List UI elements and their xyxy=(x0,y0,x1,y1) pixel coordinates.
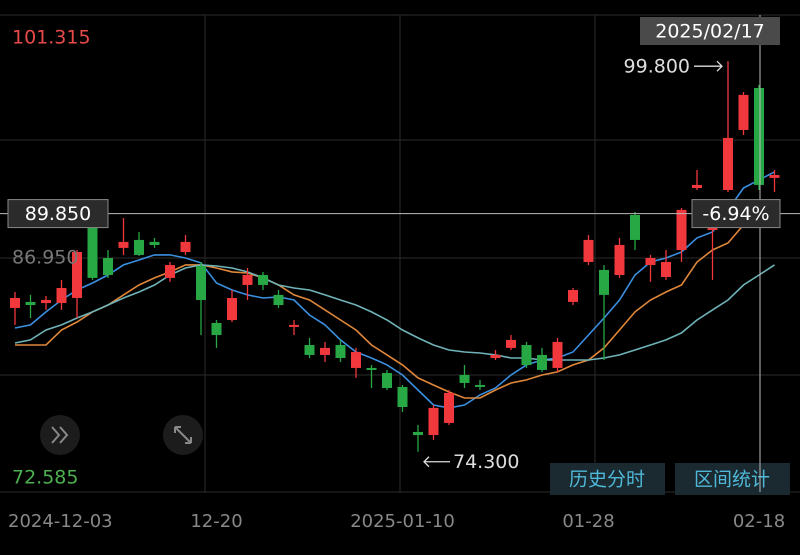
y-tick-label: 72.585 xyxy=(12,467,78,489)
candle-body xyxy=(413,431,423,436)
history-button[interactable]: 历史分时 xyxy=(550,463,665,495)
button-bg[interactable] xyxy=(675,463,790,495)
low-arrow-head xyxy=(423,456,430,468)
ma-line xyxy=(15,199,776,399)
candle-body xyxy=(258,274,268,285)
high-label: 99.800 xyxy=(624,56,690,78)
expand-button[interactable] xyxy=(163,415,203,455)
candle-body xyxy=(25,301,36,306)
candle-body xyxy=(289,324,299,327)
x-tick-label: 01-28 xyxy=(562,511,614,532)
candle-body xyxy=(521,344,532,366)
candle-body xyxy=(242,274,253,285)
candle-body xyxy=(10,297,20,308)
x-tick-label: 2024-12-03 xyxy=(8,511,113,532)
candle-body xyxy=(723,137,733,191)
price-box xyxy=(7,199,109,229)
y-tick-label: 86.950 xyxy=(12,247,78,269)
candle-body xyxy=(304,344,315,355)
candle-body xyxy=(273,294,284,306)
candle-body xyxy=(382,373,392,389)
candle-body xyxy=(149,241,160,245)
button-label[interactable]: 区间统计 xyxy=(694,469,770,491)
candle-body xyxy=(661,261,671,277)
candle-body xyxy=(614,244,625,275)
button-bg[interactable] xyxy=(550,463,665,495)
icon xyxy=(51,426,69,444)
plot: 101.315 86.950 72.585 xyxy=(10,27,780,489)
candle-body xyxy=(645,258,656,266)
icon xyxy=(174,426,192,444)
candle-body xyxy=(56,288,67,304)
candle-body xyxy=(552,341,563,368)
collapse-button[interactable] xyxy=(40,415,80,455)
candle-body xyxy=(320,347,330,355)
candle-body xyxy=(490,354,501,359)
candle-body xyxy=(754,88,764,185)
candle-body xyxy=(118,241,129,248)
x-tick-label: 2025-01-10 xyxy=(350,511,455,532)
change-box xyxy=(691,199,781,229)
x-tick-label: 02-18 xyxy=(733,511,785,532)
high-arrow-head xyxy=(716,60,723,72)
candle-body xyxy=(103,258,113,275)
candle-body xyxy=(227,297,237,321)
candle-body xyxy=(444,392,454,423)
candle-body xyxy=(475,384,485,387)
candle-body xyxy=(676,209,687,251)
crosshair-price: 89.850 xyxy=(25,203,91,225)
low-label: 74.300 xyxy=(453,451,519,473)
candle-body xyxy=(397,386,408,408)
candle-body xyxy=(769,174,780,178)
candle-body xyxy=(72,252,82,298)
crosshair-change: -6.94% xyxy=(702,203,769,225)
crosshair-date: 2025/02/17 xyxy=(655,21,765,43)
candle-body xyxy=(41,299,51,304)
candle-body xyxy=(351,352,361,368)
candle-body xyxy=(196,265,206,300)
candle-body xyxy=(180,241,191,253)
candle-body xyxy=(568,290,578,302)
candle-body xyxy=(537,354,547,370)
candle-body xyxy=(165,265,175,278)
range-button[interactable]: 区间统计 xyxy=(675,463,790,495)
candle-body xyxy=(211,322,222,336)
x-tick-label: 12-20 xyxy=(190,511,242,532)
y-tick-label: 101.315 xyxy=(12,27,91,49)
candle-body xyxy=(366,367,377,370)
candle-body xyxy=(87,222,98,278)
button-label[interactable]: 历史分时 xyxy=(569,469,645,491)
candle-body xyxy=(599,269,609,295)
candle-body xyxy=(459,375,470,383)
candle-body xyxy=(692,184,702,189)
candle-body xyxy=(583,239,594,262)
ma-line xyxy=(14,264,775,361)
candle-body xyxy=(506,339,516,348)
date-box xyxy=(640,17,780,45)
grid xyxy=(0,14,800,493)
candle-body xyxy=(738,94,749,130)
candle-body xyxy=(630,214,640,240)
candle-body xyxy=(335,344,346,359)
candle-body xyxy=(134,239,144,255)
candle-body xyxy=(428,407,439,436)
